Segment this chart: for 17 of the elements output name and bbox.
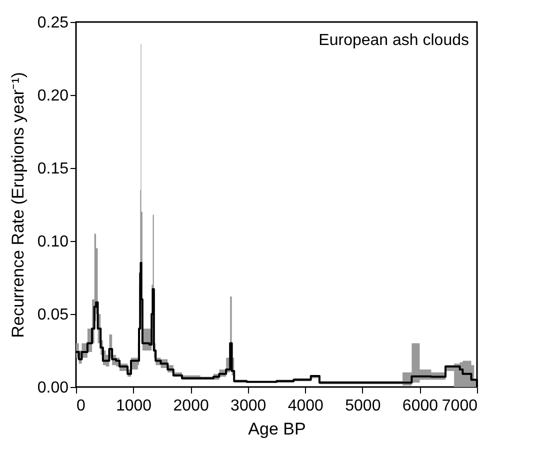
x-tick-label: 0 <box>76 398 86 414</box>
x-tick-label: 3000 <box>230 398 266 414</box>
y-tick-label: 0.15 <box>37 160 69 178</box>
x-axis-title: Age BP <box>248 420 306 438</box>
y-tick-label: 0.05 <box>37 306 69 324</box>
y-tick-label: 0.25 <box>37 14 69 32</box>
y-tick-label: 0.00 <box>37 380 69 396</box>
y-tick-label: 0.20 <box>37 88 69 104</box>
x-tick-label: 2000 <box>173 398 209 414</box>
x-tick-label: 4000 <box>288 398 324 414</box>
x-tick-label: 6000 <box>402 398 438 414</box>
x-tick-label: 1000 <box>116 398 152 414</box>
x-tick-label: 7000 <box>442 398 478 414</box>
y-tick-label: 0.10 <box>37 234 69 250</box>
annotation: European ash clouds <box>318 32 469 49</box>
x-tick-label: 5000 <box>345 398 381 414</box>
y-axis-title: Recurrence Rate (Eruptions year⁻¹) <box>8 72 28 338</box>
